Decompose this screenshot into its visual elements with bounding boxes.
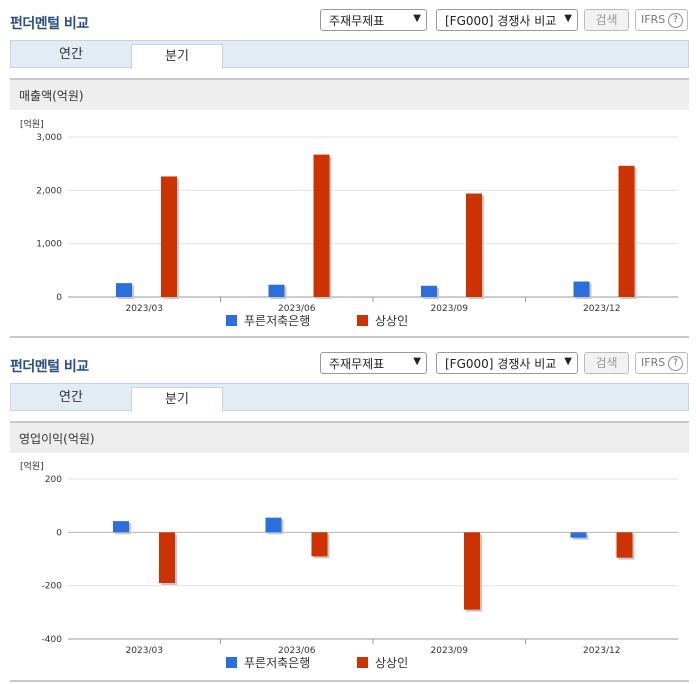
- y-tick-label: 200: [45, 475, 62, 485]
- x-tick-label: 2023/09: [431, 646, 469, 656]
- x-tick-label: 2023/06: [278, 646, 316, 656]
- chevron-down-icon: ▼: [564, 356, 572, 367]
- y-tick-label: -400: [42, 635, 63, 645]
- x-tick-label: 2023/06: [278, 304, 316, 314]
- tab-quarterly[interactable]: 분기: [131, 387, 223, 412]
- y-tick-label: -200: [42, 582, 63, 592]
- legend-label: 상상인: [375, 656, 408, 670]
- bar-series-2: [161, 176, 177, 297]
- fundamental-panel-revenue: 펀더멘털 비교 주재무제표 ▼ [FG000] 경쟁사 비교 ▼ 검색 IFRS…: [0, 0, 696, 340]
- chevron-down-icon: ▼: [564, 13, 572, 24]
- revenue-bar-chart: [억원] 0 1,000 2,000 3,000 2023/03 2023/06 2023/0…: [20, 118, 678, 328]
- bar-series-1: [421, 285, 437, 297]
- operating-income-bar-chart: [억원] -400 -200 0 200 2023/03 2023/06 2023/09 202…: [20, 460, 678, 670]
- bar-series-2: [466, 193, 482, 297]
- statement-select-value: 주재무제표: [329, 357, 385, 371]
- legend-label: 푸른저축은행: [244, 655, 310, 670]
- x-tick-label: 2023/09: [431, 304, 469, 314]
- search-button[interactable]: 검색: [584, 9, 629, 31]
- search-button[interactable]: 검색: [584, 352, 629, 374]
- legend-swatch: [357, 315, 368, 326]
- peer-select[interactable]: [FG000] 경쟁사 비교 ▼: [436, 9, 578, 31]
- tab-annual[interactable]: 연간: [59, 47, 83, 62]
- section-header: 영업이익(억원): [10, 421, 689, 453]
- section-title: 영업이익(억원): [19, 432, 95, 446]
- panel-title: 펀더멘털 비교: [10, 359, 89, 375]
- x-tick-label: 2023/03: [126, 304, 163, 314]
- legend-swatch: [226, 315, 237, 326]
- bar-series-2: [618, 165, 635, 297]
- peer-select[interactable]: [FG000] 경쟁사 비교 ▼: [436, 352, 578, 374]
- chevron-down-icon: ▼: [413, 13, 421, 24]
- ifrs-help-button[interactable]: IFRS ?: [635, 9, 688, 31]
- bar-series-2: [616, 532, 633, 558]
- x-tick-label: 2023/12: [583, 646, 620, 656]
- ifrs-label: IFRS: [641, 356, 666, 369]
- bar-series-1: [268, 284, 285, 297]
- legend-swatch: [357, 657, 368, 668]
- panel-header: 펀더멘털 비교 주재무제표 ▼ [FG000] 경쟁사 비교 ▼ 검색 IFRS…: [0, 0, 696, 40]
- bar-series-1: [573, 281, 590, 297]
- y-tick-label: 0: [56, 528, 62, 538]
- bar-series-2: [464, 532, 480, 610]
- legend-label: 상상인: [375, 314, 408, 328]
- statement-select[interactable]: 주재무제표 ▼: [320, 9, 427, 31]
- x-tick-label: 2023/12: [583, 304, 620, 314]
- unit-label: [억원]: [20, 118, 44, 130]
- period-tabs: 연간 분기: [10, 40, 689, 69]
- statement-select-value: 주재무제표: [329, 14, 385, 28]
- y-tick-label: 2,000: [36, 186, 62, 196]
- divider: [10, 336, 689, 338]
- tab-annual[interactable]: 연간: [59, 390, 83, 405]
- section-header: 매출액(억원): [10, 78, 689, 110]
- fundamental-panel-operating-income: 펀더멘털 비교 주재무제표 ▼ [FG000] 경쟁사 비교 ▼ 검색 IFRS…: [0, 343, 696, 684]
- y-tick-label: 0: [56, 293, 62, 303]
- legend-swatch: [226, 657, 237, 668]
- y-tick-label: 3,000: [36, 133, 62, 143]
- bar-series-1: [113, 521, 129, 533]
- chevron-down-icon: ▼: [413, 356, 421, 367]
- ifrs-label: IFRS: [641, 13, 666, 26]
- divider: [10, 680, 689, 682]
- tab-quarterly[interactable]: 분기: [131, 44, 223, 69]
- peer-select-value: [FG000] 경쟁사 비교: [445, 14, 557, 28]
- section-title: 매출액(억원): [19, 89, 84, 103]
- ifrs-help-button[interactable]: IFRS ?: [635, 352, 688, 374]
- statement-select[interactable]: 주재무제표 ▼: [320, 352, 427, 374]
- bar-series-1: [570, 532, 587, 538]
- unit-label: [억원]: [20, 460, 44, 472]
- period-tabs: 연간 분기: [10, 383, 689, 412]
- help-icon: ?: [668, 13, 683, 28]
- panel-title: 펀더멘털 비교: [10, 16, 89, 32]
- bar-series-2: [311, 532, 328, 557]
- panel-header: 펀더멘털 비교 주재무제표 ▼ [FG000] 경쟁사 비교 ▼ 검색 IFRS…: [0, 343, 696, 383]
- bar-series-2: [313, 154, 330, 297]
- bar-series-1: [265, 517, 282, 533]
- bar-series-1: [116, 283, 132, 297]
- peer-select-value: [FG000] 경쟁사 비교: [445, 357, 557, 371]
- y-tick-label: 1,000: [36, 240, 62, 250]
- help-icon: ?: [668, 356, 683, 371]
- legend-label: 푸른저축은행: [244, 313, 310, 328]
- bar-series-2: [159, 532, 175, 583]
- x-tick-label: 2023/03: [126, 646, 163, 656]
